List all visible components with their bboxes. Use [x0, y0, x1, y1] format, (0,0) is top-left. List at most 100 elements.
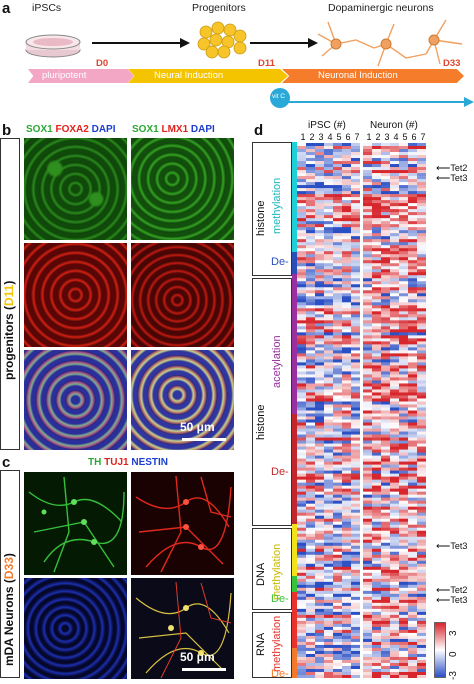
heatmap-cell — [324, 185, 333, 189]
heatmap-cell — [324, 167, 333, 171]
heatmap-cell — [417, 380, 426, 384]
heatmap-cell — [315, 155, 324, 159]
heatmap-cell — [333, 365, 342, 369]
heatmap-cell — [324, 446, 333, 450]
heatmap-cell — [333, 617, 342, 622]
heatmap-cell — [342, 611, 351, 616]
heatmap-cell — [342, 146, 351, 150]
heatmap-cell — [342, 149, 351, 153]
heatmap-cell — [351, 656, 360, 661]
heatmap-cell — [315, 644, 324, 649]
heatmap-cell — [306, 674, 315, 678]
heatmap-cell — [306, 401, 315, 405]
heatmap-cell — [351, 149, 360, 153]
heatmap-cell — [399, 161, 408, 165]
heatmap-cell — [324, 224, 333, 228]
heatmap-cell — [381, 521, 390, 526]
heatmap-cell — [408, 143, 417, 147]
heatmap-cell — [381, 608, 390, 613]
heatmap-cell — [333, 404, 342, 408]
heatmap-cell — [351, 575, 360, 580]
heatmap-cell — [399, 467, 408, 472]
heatmap-cell — [417, 383, 426, 387]
heatmap-cell — [333, 602, 342, 607]
heatmap-cell — [363, 221, 372, 225]
heatmap-cell — [372, 608, 381, 613]
heatmap-cell — [315, 356, 324, 360]
heatmap-cell — [297, 260, 306, 264]
column-numbers: 1 2 3 4 5 6 7 1 2 3 4 5 6 7 — [297, 132, 425, 144]
heatmap-cell — [315, 170, 324, 174]
heatmap-cell — [342, 584, 351, 589]
heatmap-cell — [315, 404, 324, 408]
heatmap-cell — [417, 407, 426, 411]
heatmap-cell — [381, 500, 390, 505]
heatmap-cell — [399, 221, 408, 225]
heatmap-cell — [351, 227, 360, 231]
heatmap-cell — [324, 443, 333, 447]
outer-label-histone-1: histone — [255, 200, 267, 236]
heatmap-cell — [417, 590, 426, 595]
heatmap-cell — [399, 314, 408, 318]
heatmap-cell — [417, 341, 426, 345]
heatmap-cell — [372, 590, 381, 595]
heatmap-cell — [363, 272, 372, 276]
heatmap-cell — [390, 674, 399, 678]
heatmap-cell — [297, 656, 306, 661]
heatmap-cell — [351, 635, 360, 640]
heatmap-cell — [315, 212, 324, 216]
heatmap-cell — [363, 500, 372, 505]
heatmap-cell — [333, 581, 342, 586]
heatmap-cell — [306, 545, 315, 550]
heatmap-cell — [417, 317, 426, 321]
heatmap-cell — [342, 446, 351, 450]
heatmap-cell — [399, 488, 408, 493]
heatmap-cell — [381, 425, 390, 429]
heatmap-cell — [297, 593, 306, 598]
heatmap-cell — [417, 293, 426, 297]
heatmap-cell — [417, 605, 426, 610]
heatmap-cell — [417, 230, 426, 234]
heatmap-cell — [372, 653, 381, 658]
heatmap-cell — [363, 602, 372, 607]
heatmap-cell — [372, 536, 381, 541]
heatmap-cell — [333, 659, 342, 664]
heatmap-cell — [306, 632, 315, 637]
heatmap-cell — [324, 350, 333, 354]
heatmap-cell — [399, 272, 408, 276]
heatmap-cell — [417, 410, 426, 414]
heatmap-cell — [315, 443, 324, 447]
heatmap-cell — [324, 395, 333, 399]
heatmap-cell — [315, 611, 324, 616]
heatmap-cell — [333, 614, 342, 619]
heatmap-cell — [372, 323, 381, 327]
heatmap-cell — [297, 362, 306, 366]
heatmap-cell — [372, 272, 381, 276]
heatmap-cell — [306, 617, 315, 622]
heatmap-cell — [417, 584, 426, 589]
heatmap-cell — [399, 278, 408, 282]
heatmap-cell — [390, 554, 399, 559]
heatmap-cell — [363, 623, 372, 628]
heatmap-cell — [390, 563, 399, 568]
heatmap-cell — [390, 434, 399, 438]
heatmap-cell — [417, 359, 426, 363]
heatmap-cell — [399, 245, 408, 249]
heatmap-cell — [342, 410, 351, 414]
heatmap-cell — [351, 428, 360, 432]
heatmap-cell — [351, 191, 360, 195]
heatmap-cell — [381, 629, 390, 634]
heatmap-cell — [408, 173, 417, 177]
heatmap-cell — [399, 185, 408, 189]
heatmap-cell — [324, 416, 333, 420]
heatmap-cell — [408, 260, 417, 264]
heatmap-cell — [315, 428, 324, 432]
heatmap-cell — [342, 269, 351, 273]
heatmap-cell — [390, 233, 399, 237]
heatmap-cell — [324, 146, 333, 150]
day-d11-label: D11 — [258, 58, 275, 69]
heatmap-cell — [306, 407, 315, 411]
heatmap-cell — [342, 548, 351, 553]
heatmap-cell — [399, 281, 408, 285]
heatmap-cell — [351, 566, 360, 571]
